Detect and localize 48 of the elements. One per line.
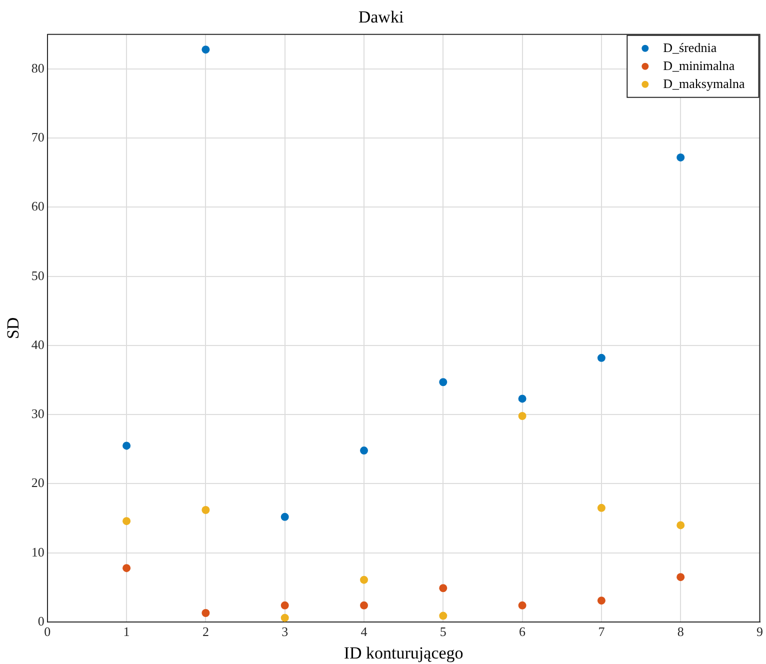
point (122, 442, 131, 450)
x-tick-label: 2 (202, 624, 209, 640)
point (676, 573, 685, 582)
point (202, 506, 210, 514)
point (676, 153, 685, 162)
point (597, 504, 606, 512)
point (597, 596, 606, 605)
x-tick-label: 3 (282, 624, 288, 640)
point (518, 601, 526, 610)
point (360, 576, 368, 584)
point (280, 512, 289, 521)
point (439, 612, 448, 620)
x-tick-label: 5 (440, 624, 446, 640)
y-tick-label: 30 (31, 406, 44, 422)
point (202, 46, 210, 54)
y-tick-label: 80 (31, 60, 44, 76)
x-axis-title: ID konturującego (344, 643, 464, 662)
x-tick-label: 1 (123, 624, 130, 640)
x-tick-label: 4 (360, 624, 368, 640)
y-tick-label: 50 (31, 268, 44, 283)
point (439, 378, 448, 386)
point (518, 394, 526, 403)
legend-label: D_średnia (663, 40, 717, 55)
y-axis-title: SD (4, 317, 23, 340)
x-tick-label: 7 (598, 624, 606, 640)
y-tick-label: 70 (31, 130, 44, 145)
point (280, 601, 289, 610)
y-tick-label: 60 (31, 198, 44, 214)
point (360, 446, 368, 455)
point (122, 564, 131, 572)
point (439, 584, 448, 592)
x-tick-label: 6 (519, 624, 526, 640)
chart-title: Dawki (358, 8, 404, 27)
point (597, 354, 606, 362)
y-tick-label: 0 (38, 613, 44, 628)
x-tick-label: 8 (677, 624, 684, 640)
point (202, 609, 210, 618)
legend-label: D_maksymalna (663, 76, 745, 91)
y-tick-label: 10 (31, 544, 44, 560)
point (122, 517, 131, 526)
point (518, 412, 526, 420)
point (360, 601, 368, 610)
y-tick-label: 40 (31, 336, 44, 352)
point (280, 614, 289, 622)
point (676, 521, 685, 530)
y-tick-label: 20 (31, 475, 44, 490)
x-tick-label: 9 (756, 624, 763, 640)
legend-label: D_minimalna (663, 58, 735, 73)
